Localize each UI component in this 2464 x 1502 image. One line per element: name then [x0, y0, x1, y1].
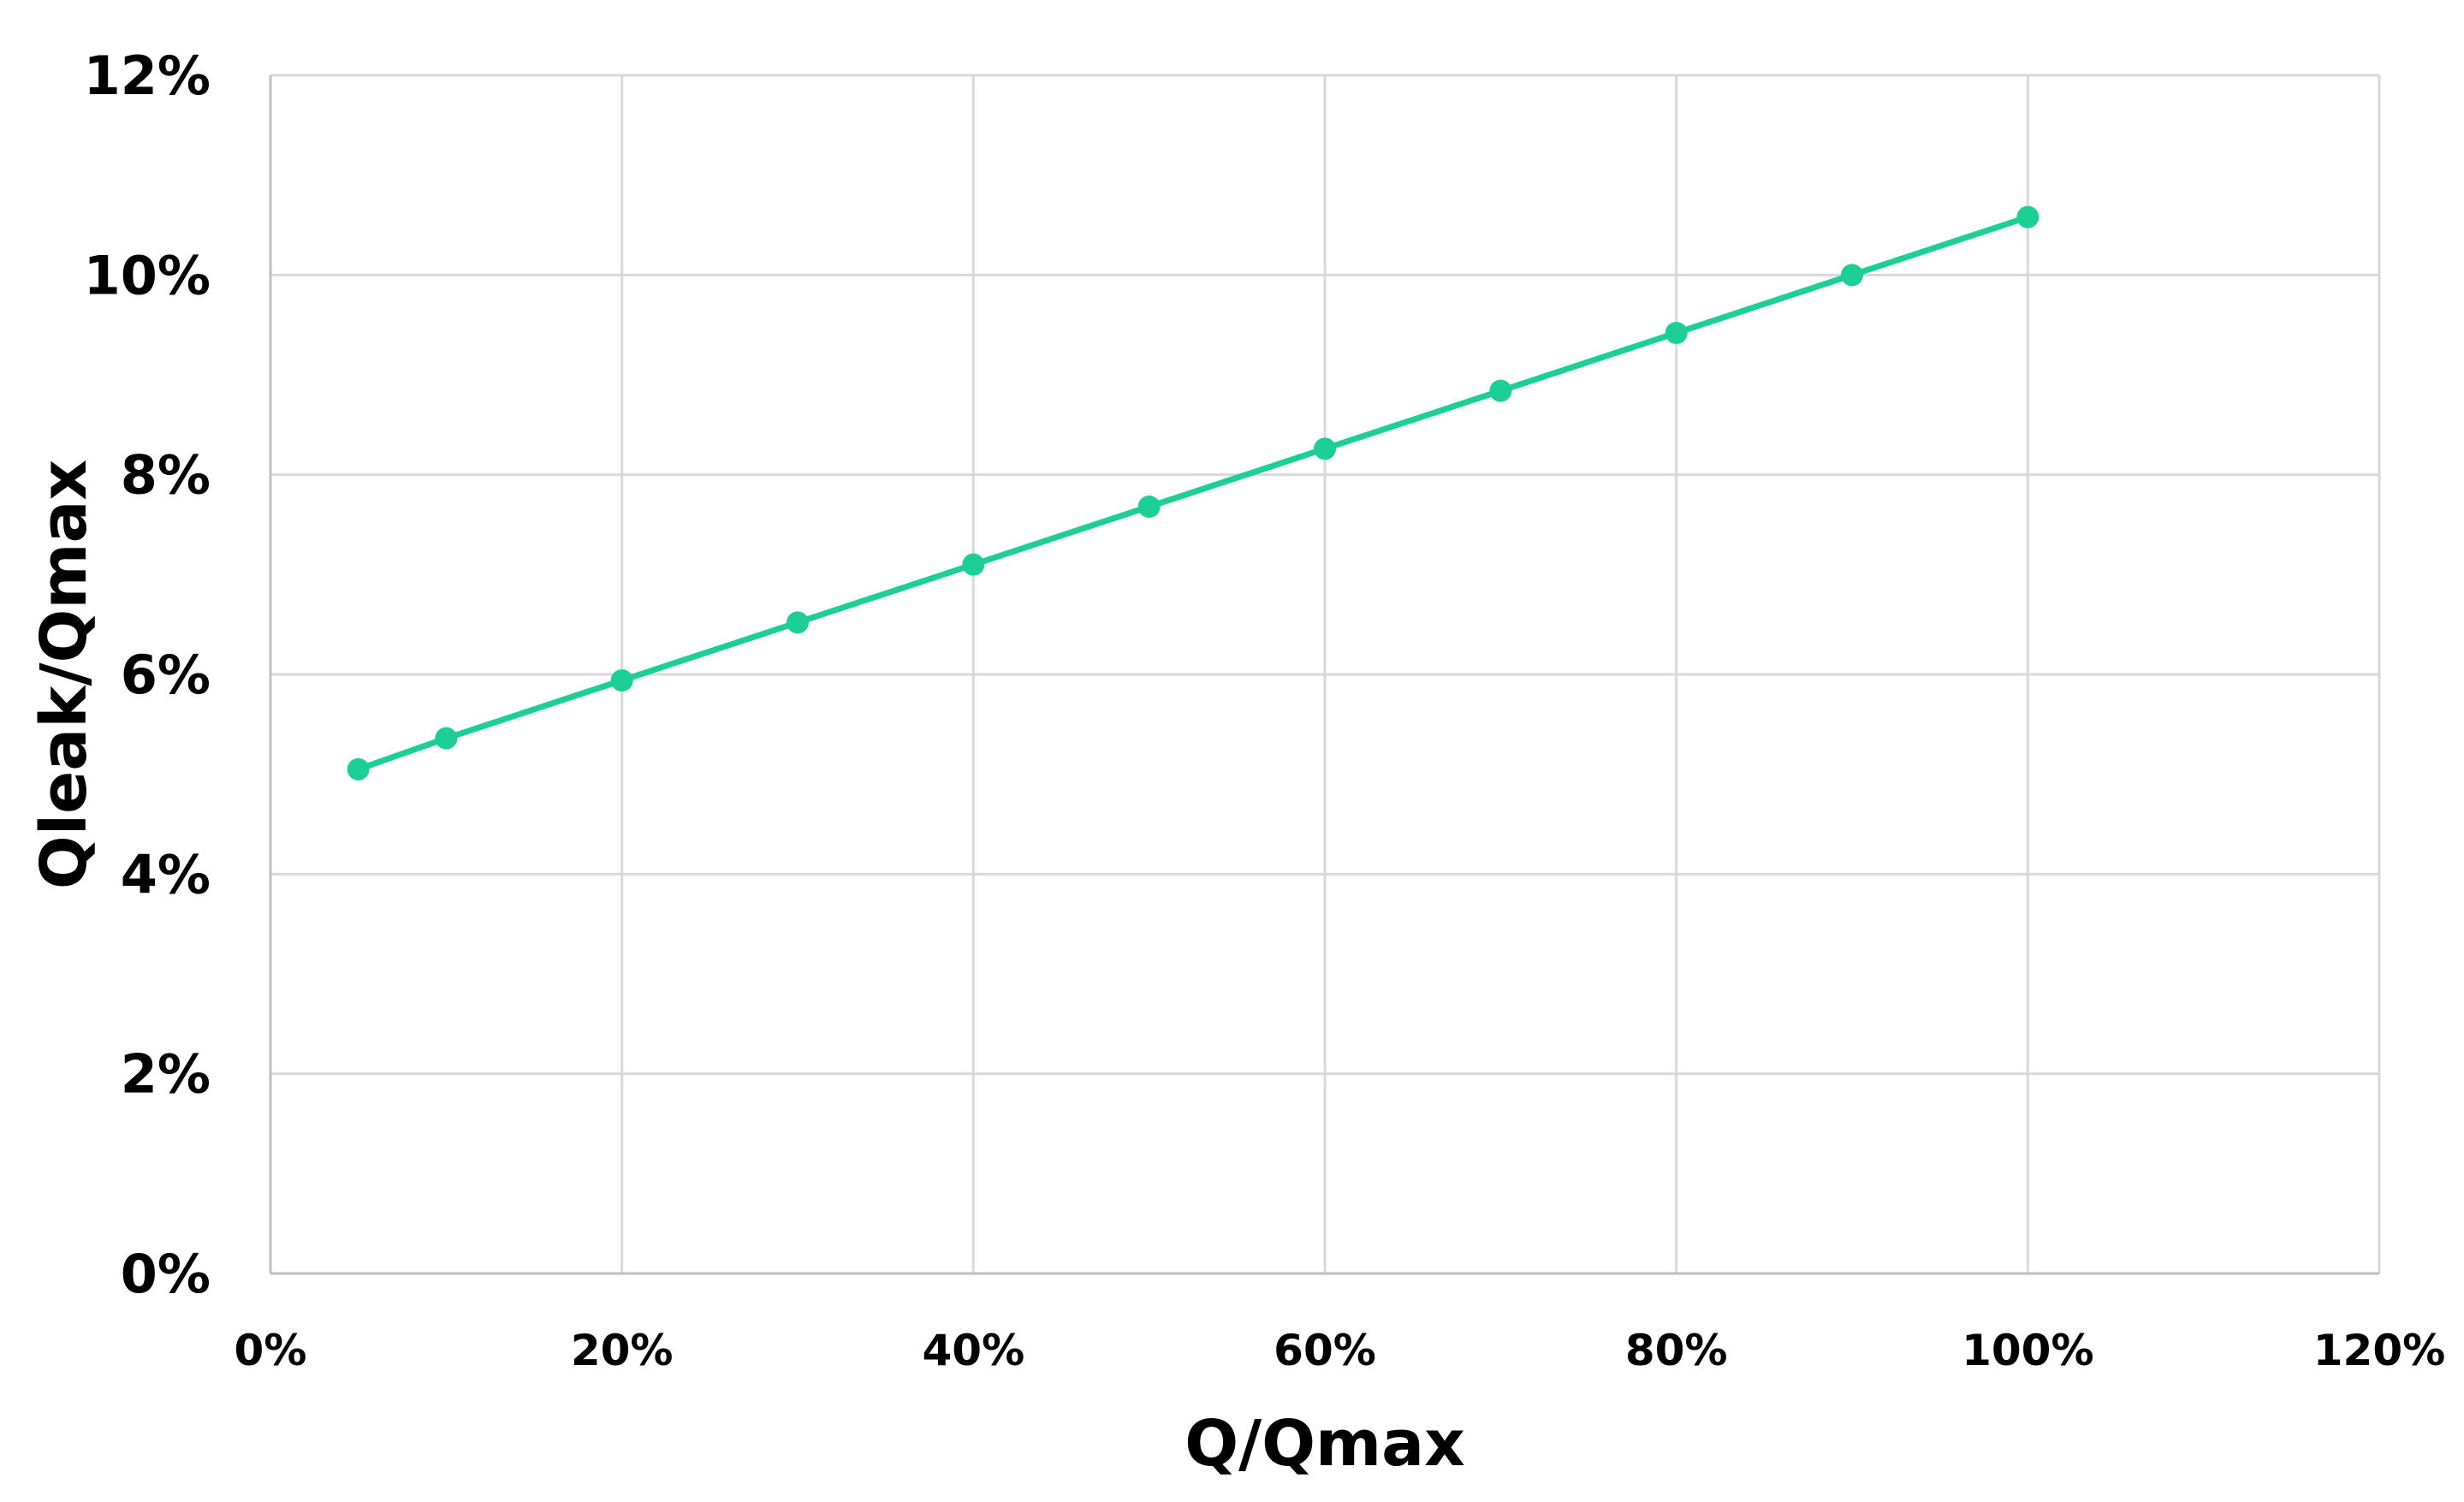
data-point — [787, 611, 809, 634]
data-point — [962, 553, 985, 576]
y-axis-title: Qleak/Qmax — [27, 460, 101, 889]
data-point — [1489, 379, 1512, 402]
y-tick-label: 2% — [121, 1043, 211, 1106]
x-tick-label: 60% — [1274, 1326, 1376, 1375]
data-point — [610, 669, 633, 692]
data-point — [2016, 205, 2039, 229]
data-point — [1841, 264, 1863, 287]
y-tick-label: 12% — [84, 45, 211, 107]
data-point — [435, 727, 458, 750]
tick-labels: 0% 2% 4% 6% 8% 10% 12% 0% 20% 40% 60% 80% 100% 120% — [84, 45, 2446, 1375]
x-axis-title: Q/Qmax — [1185, 1407, 1465, 1481]
y-tick-label: 0% — [121, 1243, 211, 1305]
series-layer — [347, 205, 2039, 781]
y-tick-label: 10% — [84, 244, 211, 306]
x-tick-label: 0% — [235, 1326, 307, 1375]
x-tick-label: 40% — [922, 1326, 1024, 1375]
axes — [269, 75, 2379, 1275]
y-tick-label: 4% — [121, 843, 211, 905]
data-point — [1314, 437, 1336, 460]
data-point — [1665, 322, 1688, 344]
y-tick-label: 6% — [121, 644, 211, 706]
data-point — [1137, 496, 1161, 518]
y-tick-label: 8% — [121, 444, 211, 507]
x-tick-label: 100% — [1962, 1326, 2093, 1375]
x-tick-label: 80% — [1625, 1326, 1728, 1375]
data-point — [347, 757, 370, 781]
x-tick-label: 20% — [571, 1326, 674, 1375]
x-tick-label: 120% — [2313, 1326, 2445, 1375]
